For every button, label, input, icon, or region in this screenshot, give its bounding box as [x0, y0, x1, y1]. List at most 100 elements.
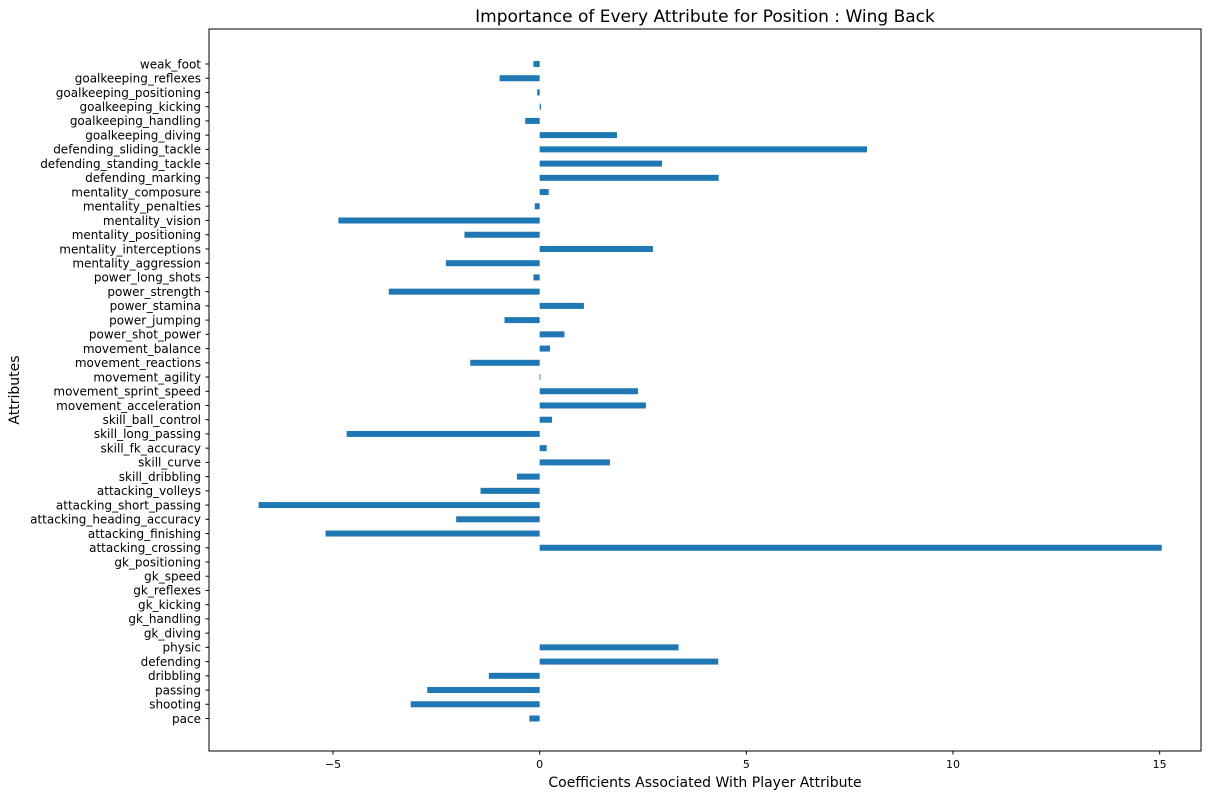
bar-mentality-composure: [539, 189, 549, 196]
bar-skill-ball-control: [539, 416, 553, 423]
bar-movement-balance: [539, 345, 550, 352]
y-tick-label: gk_handling: [128, 612, 201, 626]
x-tick-label: 10: [946, 758, 960, 771]
bar-defending-marking: [539, 174, 719, 181]
bar-mentality-aggression: [445, 260, 540, 267]
y-tick-label: mentality_composure: [71, 185, 201, 199]
y-tick-label: movement_reactions: [75, 356, 201, 370]
y-tick-label: mentality_interceptions: [59, 242, 201, 256]
bar-goalkeeping-positioning: [537, 89, 540, 96]
y-tick-label: movement_agility: [93, 370, 201, 384]
bar-attacking-crossing: [539, 544, 1162, 551]
bar-defending: [539, 658, 719, 665]
bar-shooting: [410, 701, 540, 708]
y-tick-label: goalkeeping_reflexes: [75, 72, 201, 86]
x-tick-label: −5: [325, 758, 341, 771]
bar-power-strength: [388, 288, 540, 295]
y-tick-label: movement_balance: [83, 342, 201, 356]
bar-attacking-heading-accuracy: [456, 516, 540, 523]
bar-mentality-penalties: [534, 203, 540, 210]
bar-defending-standing-tackle: [539, 160, 663, 167]
y-tick-label: mentality_positioning: [72, 228, 201, 242]
y-tick-label: movement_acceleration: [56, 399, 201, 413]
bar-attacking-finishing: [325, 530, 540, 537]
y-tick-label: skill_ball_control: [103, 413, 201, 427]
bar-mentality-vision: [338, 217, 540, 224]
bars-layer: [258, 61, 1162, 722]
bar-movement-agility: [539, 374, 541, 381]
y-tick-label: shooting: [149, 698, 201, 712]
y-tick-label: goalkeeping_diving: [85, 128, 201, 142]
y-tick-label: skill_long_passing: [94, 427, 201, 441]
y-tick-label: gk_speed: [144, 570, 201, 584]
y-tick-label: gk_kicking: [138, 598, 201, 612]
bar-mentality-positioning: [464, 231, 540, 238]
y-tick-label: skill_dribbling: [119, 470, 201, 484]
y-axis-label: Attributes: [7, 355, 23, 424]
y-tick-label: power_jumping: [109, 313, 201, 327]
bar-power-shot-power: [539, 331, 565, 338]
y-tick-label: skill_fk_accuracy: [100, 441, 201, 455]
bar-physic: [539, 644, 679, 651]
y-tick-label: passing: [155, 683, 201, 697]
bar-pace: [529, 715, 540, 722]
y-tick-labels: paceshootingpassingdribblingdefendingphy…: [30, 57, 209, 726]
bar-power-jumping: [504, 317, 540, 324]
y-tick-label: power_strength: [107, 285, 201, 299]
bar-goalkeeping-handling: [525, 117, 540, 124]
x-tick-label: 0: [536, 758, 543, 771]
y-tick-label: power_long_shots: [94, 271, 201, 285]
bar-goalkeeping-kicking: [539, 103, 541, 110]
chart-title: Importance of Every Attribute for Positi…: [475, 7, 935, 27]
bar-goalkeeping-diving: [539, 132, 617, 139]
y-tick-label: skill_curve: [138, 456, 201, 470]
y-tick-label: gk_reflexes: [133, 584, 201, 598]
y-tick-label: goalkeeping_kicking: [80, 100, 202, 114]
bar-passing: [427, 687, 540, 694]
bar-attacking-short-passing: [258, 502, 540, 509]
bar-attacking-volleys: [480, 487, 540, 494]
bar-skill-long-passing: [346, 430, 540, 437]
y-tick-label: attacking_finishing: [88, 527, 201, 541]
y-tick-label: physic: [162, 641, 201, 655]
bar-mentality-interceptions: [539, 245, 653, 252]
y-tick-label: attacking_volleys: [97, 484, 201, 498]
y-tick-label: pace: [172, 712, 201, 726]
y-tick-label: weak_foot: [140, 57, 201, 71]
x-tick-labels: −5 0 5 10 15: [325, 751, 1167, 771]
bar-skill-dribbling: [516, 473, 540, 480]
bar-movement-reactions: [470, 359, 540, 366]
bar-movement-acceleration: [539, 402, 646, 409]
bar-weak-foot: [533, 61, 540, 67]
y-tick-label: defending: [141, 655, 201, 669]
y-tick-label: attacking_crossing: [89, 541, 201, 555]
plot-area-frame: [208, 28, 1202, 752]
y-tick-label: movement_sprint_speed: [53, 385, 201, 399]
y-tick-label: gk_diving: [144, 626, 201, 640]
y-tick-label: defending_sliding_tackle: [53, 143, 201, 157]
y-tick-label: defending_standing_tackle: [40, 157, 201, 171]
y-tick-label: power_stamina: [110, 299, 201, 313]
bar-power-long-shots: [533, 274, 540, 281]
y-tick-label: dribbling: [148, 669, 201, 683]
bar-movement-sprint-speed: [539, 388, 639, 395]
y-tick-label: gk_positioning: [114, 555, 201, 569]
x-tick-label: 5: [743, 758, 750, 771]
bar-skill-curve: [539, 459, 610, 466]
y-tick-label: defending_marking: [85, 171, 201, 185]
bar-power-stamina: [539, 302, 584, 309]
y-tick-label: attacking_heading_accuracy: [30, 513, 201, 527]
y-tick-label: power_shot_power: [89, 328, 201, 342]
y-tick-label: attacking_short_passing: [56, 498, 201, 512]
y-tick-label: goalkeeping_handling: [70, 114, 201, 128]
x-axis-label: Coefficients Associated With Player Attr…: [548, 775, 861, 791]
bar-dribbling: [488, 672, 540, 679]
y-tick-label: mentality_aggression: [72, 256, 201, 270]
y-tick-label: mentality_vision: [103, 214, 201, 228]
y-tick-label: mentality_penalties: [83, 200, 201, 214]
bar-skill-fk-accuracy: [539, 445, 547, 452]
bar-defending-sliding-tackle: [539, 146, 868, 153]
y-tick-label: goalkeeping_positioning: [56, 86, 201, 100]
